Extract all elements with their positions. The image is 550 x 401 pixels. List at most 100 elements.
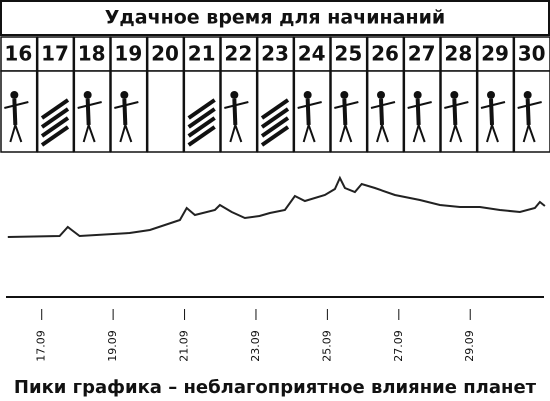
- day-number: 21: [188, 42, 216, 66]
- figure-leg: [229, 124, 237, 143]
- day-cell: [110, 36, 148, 72]
- x-tick-label: 29.09: [463, 330, 476, 362]
- icon-cell: [36, 70, 75, 153]
- figure-arms: [114, 101, 139, 109]
- x-tick-label: 25.09: [320, 330, 333, 362]
- title-box: [0, 0, 550, 36]
- hatch: [40, 125, 70, 147]
- figure-arms: [4, 101, 29, 109]
- figure-leg: [381, 124, 389, 143]
- figure-arms: [334, 101, 359, 109]
- icon-cell: [403, 70, 441, 153]
- figure-body: [415, 98, 421, 126]
- figure-body: [85, 98, 91, 126]
- figure-body: [122, 98, 128, 126]
- day-number: 24: [298, 42, 326, 66]
- hatch: [187, 107, 216, 129]
- figure-leg: [376, 124, 383, 143]
- figure-head: [230, 91, 239, 99]
- day-number: 25: [334, 42, 362, 66]
- figure-body: [305, 98, 311, 126]
- day-number: 22: [224, 42, 252, 66]
- figure-head: [340, 91, 349, 99]
- day-number: 20: [151, 42, 179, 66]
- figure-leg: [454, 124, 463, 143]
- icon-cell: [256, 70, 295, 153]
- figure-leg: [87, 124, 96, 143]
- icon-cell: [73, 70, 111, 153]
- figure-leg: [344, 124, 353, 143]
- day-cell: [146, 36, 185, 72]
- figure-arms: [297, 101, 322, 109]
- figure-body: [489, 98, 494, 126]
- day-number: 26: [371, 42, 399, 66]
- title: Удачное время для начинаний: [105, 7, 445, 29]
- caption: Пики графика – неблагоприятное влияние п…: [14, 377, 537, 398]
- icon-cell: [440, 70, 478, 153]
- figure-arms: [480, 101, 506, 109]
- icon-cell: [293, 70, 331, 153]
- day-number: 18: [78, 42, 106, 66]
- figure-leg: [302, 124, 310, 143]
- figure-body: [232, 98, 238, 126]
- figure-head: [487, 91, 495, 99]
- figure-arms: [444, 101, 469, 109]
- figure-leg: [9, 124, 17, 143]
- day-number: 16: [4, 42, 32, 66]
- figure-leg: [522, 124, 530, 143]
- icon-cell: [476, 70, 515, 153]
- day-number: 17: [41, 42, 69, 66]
- figure-head: [10, 91, 19, 99]
- figure-body: [342, 98, 348, 126]
- figure-leg: [14, 124, 23, 143]
- day-number: 19: [114, 42, 142, 66]
- hatch: [260, 125, 290, 147]
- day-number: 28: [444, 42, 472, 66]
- icon-cell: [513, 70, 550, 153]
- icon-cell: [0, 70, 38, 153]
- figure-leg: [486, 124, 493, 143]
- figure-leg: [124, 124, 133, 143]
- figure-leg: [307, 124, 316, 143]
- hatch: [260, 107, 290, 129]
- icon-cell: [183, 70, 221, 153]
- hatch: [40, 107, 70, 129]
- icon-cell: [146, 70, 185, 153]
- icon-cell: [110, 70, 148, 153]
- figure-body: [379, 98, 384, 126]
- figure-arms: [77, 101, 102, 109]
- day-number: 23: [261, 42, 289, 66]
- day-number: 29: [481, 42, 509, 66]
- figure-leg: [491, 124, 499, 143]
- figure-body: [12, 98, 18, 126]
- day-cell: [330, 36, 368, 72]
- icon-cell: [220, 70, 258, 153]
- figure-leg: [339, 124, 347, 143]
- x-tick-label: 19.09: [106, 330, 119, 362]
- figure-arms: [370, 101, 396, 109]
- figure-arms: [224, 101, 249, 109]
- figure-head: [377, 91, 385, 99]
- day-cell: [476, 36, 515, 72]
- figure-leg: [119, 124, 127, 143]
- hatch: [187, 116, 216, 138]
- figure-leg: [234, 124, 243, 143]
- figure-leg: [417, 124, 426, 143]
- day-cell: [183, 36, 221, 72]
- hatch: [187, 98, 216, 120]
- figure-head: [303, 91, 312, 99]
- figure-arms: [517, 101, 542, 109]
- figure-leg: [412, 124, 420, 143]
- figure-head: [120, 91, 129, 99]
- data-line: [7, 175, 546, 238]
- x-tick-label: 27.09: [392, 330, 405, 362]
- hatch: [40, 98, 70, 120]
- figure-head: [413, 91, 422, 99]
- hatch: [40, 116, 70, 138]
- day-cell: [220, 36, 258, 72]
- figure-leg: [82, 124, 90, 143]
- day-cell: [0, 36, 38, 72]
- day-cell: [403, 36, 441, 72]
- figure-head: [450, 91, 459, 99]
